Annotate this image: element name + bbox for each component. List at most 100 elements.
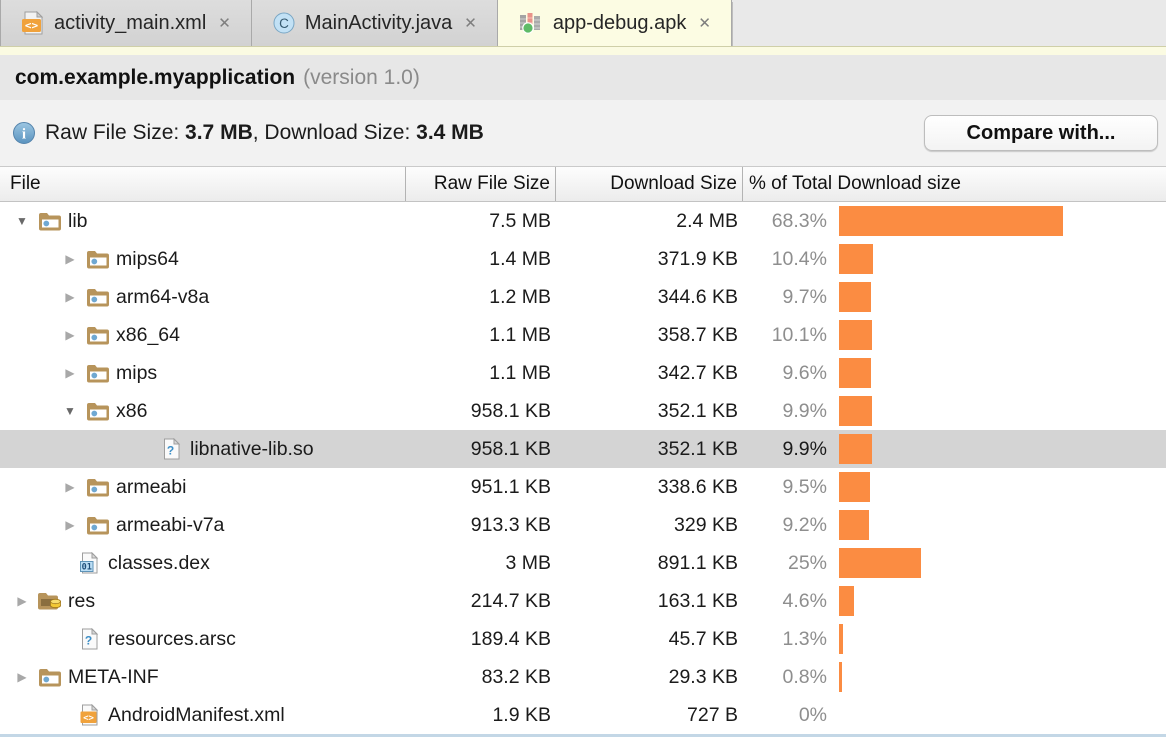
folder-res-icon: [36, 591, 63, 612]
table-row[interactable]: 01 classes.dex 3 MB 891.1 KB 25%: [0, 544, 1166, 582]
download-pct: 9.6%: [782, 361, 827, 384]
table-row[interactable]: ▶ arm64-v8a 1.2 MB 344.6 KB 9.7%: [0, 278, 1166, 316]
download-pct-bar: [839, 244, 874, 274]
tab-mainactivity-java[interactable]: C MainActivity.java ✕: [251, 0, 498, 46]
download-size: 344.6 KB: [657, 285, 738, 308]
column-header-download-size: Download Size: [556, 167, 743, 201]
close-icon[interactable]: ✕: [464, 14, 477, 32]
table-row[interactable]: ▶ armeabi-v7a 913.3 KB 329 KB 9.2%: [0, 506, 1166, 544]
svg-text:<>: <>: [83, 713, 94, 723]
file-name: arm64-v8a: [116, 285, 210, 308]
download-size: 371.9 KB: [657, 247, 738, 270]
expand-arrow-icon[interactable]: ▶: [65, 290, 75, 304]
download-size: 891.1 KB: [657, 551, 738, 574]
download-pct: 4.6%: [782, 589, 827, 612]
tab-activity-main-xml[interactable]: <> activity_main.xml ✕: [0, 0, 252, 46]
download-pct: 9.9%: [782, 399, 827, 422]
raw-file-size: 7.5 MB: [489, 209, 551, 232]
tab-label: app-debug.apk: [552, 11, 687, 34]
expand-arrow-icon[interactable]: ▶: [65, 366, 75, 380]
download-pct-bar: [839, 434, 872, 464]
expand-arrow-icon[interactable]: ▶: [17, 670, 27, 684]
table-row[interactable]: ? libnative-lib.so 958.1 KB 352.1 KB 9.9%: [0, 430, 1166, 468]
download-pct-bar: [839, 282, 871, 312]
svg-text:C: C: [279, 16, 289, 31]
compare-with-button[interactable]: Compare with...: [924, 115, 1158, 151]
download-pct: 9.2%: [782, 513, 827, 536]
raw-file-size: 3 MB: [505, 551, 551, 574]
download-pct: 0%: [798, 703, 827, 726]
download-size-value: 3.4 MB: [416, 121, 484, 144]
expand-arrow-icon[interactable]: ▶: [65, 518, 75, 532]
collapse-arrow-icon[interactable]: ▼: [64, 404, 76, 418]
file-name: resources.arsc: [108, 627, 236, 650]
raw-file-size: 913.3 KB: [470, 513, 551, 536]
folder-icon: [84, 363, 111, 383]
table-row[interactable]: ▶ armeabi 951.1 KB 338.6 KB 9.5%: [0, 468, 1166, 506]
apk-file-icon: [518, 11, 544, 35]
file-unknown-icon: ?: [76, 628, 103, 650]
download-pct: 9.7%: [782, 285, 827, 308]
raw-file-size: 958.1 KB: [470, 437, 551, 460]
folder-icon: [84, 287, 111, 307]
download-size: 163.1 KB: [657, 589, 738, 612]
download-size: 352.1 KB: [657, 437, 738, 460]
download-pct-bar: [839, 358, 871, 388]
expand-arrow-icon[interactable]: ▶: [65, 252, 75, 266]
file-name: libnative-lib.so: [190, 437, 314, 460]
close-icon[interactable]: ✕: [218, 14, 231, 32]
download-pct-bar: [839, 624, 844, 654]
download-size-label: , Download Size:: [252, 121, 417, 144]
table-row[interactable]: ▶ mips64 1.4 MB 371.9 KB 10.4%: [0, 240, 1166, 278]
close-icon[interactable]: ✕: [698, 14, 711, 32]
raw-file-size: 1.1 MB: [489, 323, 551, 346]
download-size: 342.7 KB: [657, 361, 738, 384]
download-pct: 68.3%: [771, 209, 827, 232]
collapse-arrow-icon[interactable]: ▼: [16, 214, 28, 228]
table-row[interactable]: <> AndroidManifest.xml 1.9 KB 727 B 0%: [0, 696, 1166, 734]
table-row[interactable]: ▶ META-INF 83.2 KB 29.3 KB 0.8%: [0, 658, 1166, 696]
file-name: armeabi: [116, 475, 187, 498]
tab-bar-empty-area: [731, 2, 1166, 46]
table-row[interactable]: ▶ x86_64 1.1 MB 358.7 KB 10.1%: [0, 316, 1166, 354]
download-pct: 25%: [787, 551, 827, 574]
column-header-raw-file-size: Raw File Size: [406, 167, 556, 201]
download-pct: 9.9%: [782, 437, 827, 460]
expand-arrow-icon[interactable]: ▶: [65, 480, 75, 494]
info-icon: i: [12, 121, 36, 145]
bottom-edge: [0, 734, 1166, 737]
file-name: lib: [68, 209, 88, 232]
table-row[interactable]: ▼ lib 7.5 MB 2.4 MB 68.3%: [0, 202, 1166, 240]
tab-label: activity_main.xml: [54, 11, 207, 34]
table-row[interactable]: ▼ x86 958.1 KB 352.1 KB 9.9%: [0, 392, 1166, 430]
folder-icon: [84, 515, 111, 535]
download-pct: 10.1%: [771, 323, 827, 346]
download-pct-bar: [839, 548, 921, 578]
apk-header: com.example.myapplication (version 1.0): [0, 55, 1166, 100]
expand-arrow-icon[interactable]: ▶: [65, 328, 75, 342]
table-row[interactable]: ▶ mips 1.1 MB 342.7 KB 9.6%: [0, 354, 1166, 392]
tab-app-debug-apk[interactable]: app-debug.apk ✕: [497, 0, 732, 46]
table-row[interactable]: ? resources.arsc 189.4 KB 45.7 KB 1.3%: [0, 620, 1166, 658]
file-name: x86: [116, 399, 148, 422]
table-row[interactable]: ▶ res 214.7 KB 163.1 KB 4.6%: [0, 582, 1166, 620]
java-class-icon: C: [272, 11, 296, 35]
folder-icon: [84, 249, 111, 269]
svg-text:i: i: [22, 127, 26, 143]
folder-icon: [84, 477, 111, 497]
xml-file-icon: <>: [21, 11, 45, 35]
raw-file-size: 1.2 MB: [489, 285, 551, 308]
raw-file-size: 83.2 KB: [481, 665, 551, 688]
svg-text:01: 01: [82, 562, 92, 572]
expand-arrow-icon[interactable]: ▶: [17, 594, 27, 608]
svg-text:?: ?: [85, 634, 92, 648]
folder-icon: [36, 667, 63, 687]
raw-file-size: 1.4 MB: [489, 247, 551, 270]
svg-text:<>: <>: [25, 19, 39, 32]
download-pct-bar: [839, 206, 1063, 236]
download-pct-bar: [839, 662, 842, 692]
download-size: 29.3 KB: [668, 665, 738, 688]
file-unknown-icon: ?: [158, 438, 185, 460]
download-pct: 0.8%: [782, 665, 827, 688]
download-pct-bar: [839, 396, 872, 426]
